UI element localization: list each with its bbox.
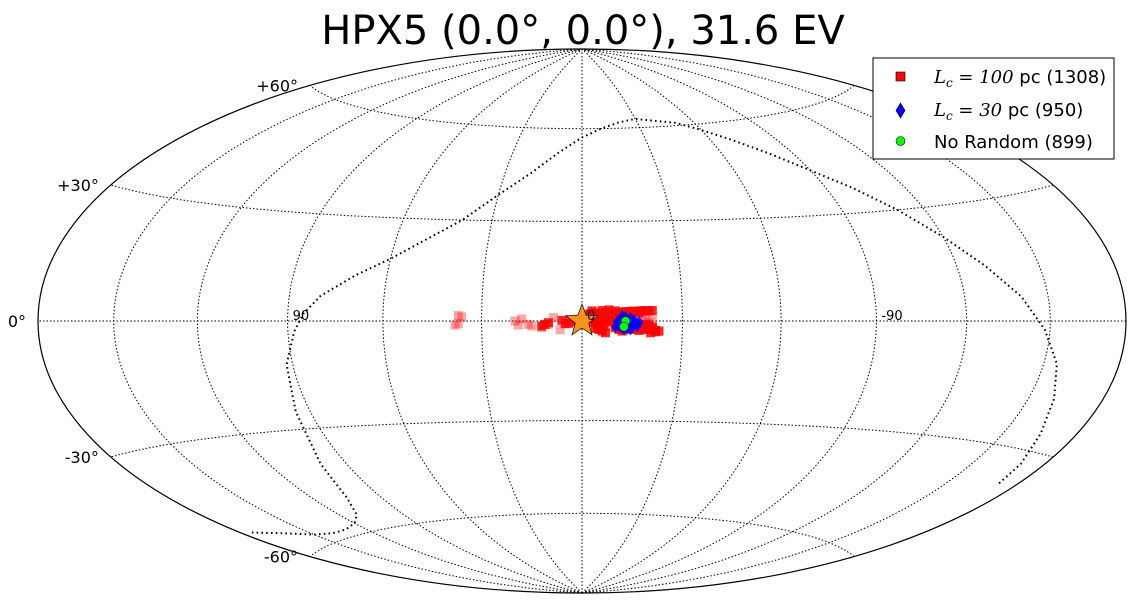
- map-boundary: [37, 48, 1127, 594]
- meridian--150: [581, 48, 1051, 594]
- faded-point: [450, 320, 460, 330]
- point-lc100: [651, 327, 661, 337]
- parallel--60: [309, 512, 855, 557]
- meridian-150: [113, 48, 583, 594]
- point-lc100: [647, 322, 657, 332]
- legend-marker-diamond: [895, 102, 906, 119]
- star-icon: [564, 302, 600, 336]
- meridian-90: [287, 48, 583, 594]
- lat-tick-label: +60°: [256, 76, 298, 95]
- meridian--60: [581, 48, 782, 594]
- lon-tick-label: 90: [293, 309, 310, 324]
- point-lc100: [627, 308, 637, 318]
- faded-point: [513, 320, 523, 330]
- lon-tick-label: 0: [587, 309, 595, 324]
- point-lc100: [585, 309, 595, 319]
- meridian-120: [196, 48, 583, 594]
- meridian-60: [382, 48, 583, 594]
- legend-label-lc100: Lc = 100 pc (1308): [933, 67, 1106, 90]
- legend-marker-square: [895, 71, 906, 82]
- lat-tick-label: +30°: [57, 176, 99, 195]
- point-no-random: [619, 321, 629, 332]
- point-lc100: [589, 318, 599, 328]
- legend-label-lc30: Lc = 30 pc (950): [933, 100, 1083, 123]
- point-lc100: [634, 325, 644, 335]
- point-lc100: [537, 321, 547, 331]
- point-lc100: [565, 315, 575, 325]
- legend-box: [872, 57, 1115, 160]
- faded-point: [647, 314, 657, 324]
- meridian--90: [581, 48, 877, 594]
- point-lc100: [557, 315, 567, 325]
- point-lc100: [600, 328, 610, 338]
- faded-point: [555, 325, 565, 335]
- faded-point: [453, 319, 463, 329]
- axis-labels: +60° +30° 0° -30° -60° 90 0 -90: [8, 76, 903, 566]
- meridian--30: [581, 48, 683, 594]
- faded-point: [527, 321, 537, 331]
- lat-tick-label: -60°: [264, 548, 298, 567]
- faded-point: [548, 313, 558, 323]
- point-lc100: [647, 306, 657, 316]
- faded-point: [457, 312, 467, 322]
- point-lc100: [594, 309, 604, 319]
- lon-tick-label: -90: [881, 309, 902, 324]
- faded-point: [510, 316, 520, 326]
- legend-marker-circle: [895, 136, 906, 146]
- point-lc30: [611, 321, 621, 334]
- meridian-30: [481, 48, 583, 594]
- point-lc100: [639, 324, 649, 334]
- point-lc100: [634, 308, 644, 318]
- faded-point: [517, 314, 527, 324]
- data-points: [450, 305, 664, 338]
- faded-point: [523, 319, 533, 329]
- lat-tick-label: -30°: [65, 448, 99, 467]
- legend: Lc = 100 pc (1308) Lc = 30 pc (950) No R…: [872, 57, 1115, 160]
- faded-point: [641, 313, 651, 323]
- point-lc100: [646, 328, 656, 338]
- point-lc30: [634, 316, 644, 329]
- point-lc100: [607, 309, 617, 319]
- faded-point: [453, 311, 463, 321]
- lat-tick-label: 0°: [8, 312, 26, 331]
- legend-label-no-random: No Random (899): [934, 132, 1093, 153]
- chart-title: HPX5 (0.0°, 0.0°), 31.6 EV: [321, 8, 845, 54]
- meridian--120: [581, 48, 968, 594]
- source-star-marker: [564, 302, 600, 336]
